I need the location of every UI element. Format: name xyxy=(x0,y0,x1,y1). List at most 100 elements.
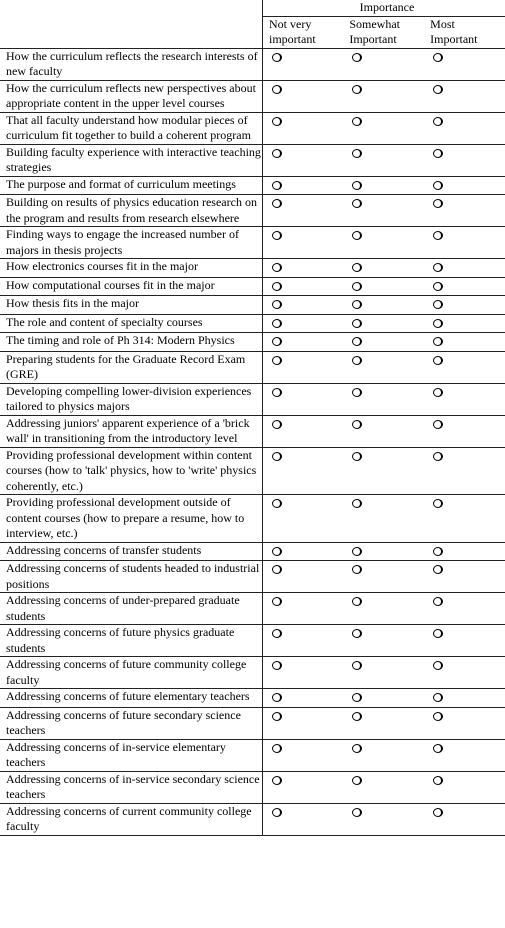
radio-circle xyxy=(272,546,282,556)
radio-circle xyxy=(433,743,444,753)
option-cell xyxy=(343,80,425,113)
item-label: Building on results of physics education… xyxy=(0,194,263,227)
radio-circle xyxy=(272,743,282,753)
item-label: How the curriculum reflects the research… xyxy=(0,48,263,81)
radio-circle xyxy=(433,629,444,638)
option-cell xyxy=(424,656,505,689)
item-label: Addressing concerns of transfer students xyxy=(0,542,263,561)
radio-circle xyxy=(433,116,444,126)
radio-circle xyxy=(272,84,282,94)
blank-cell xyxy=(0,16,263,49)
radio-circle xyxy=(433,661,444,670)
item-label: Addressing concerns of future physics gr… xyxy=(0,624,263,657)
option-cell xyxy=(424,295,505,315)
option-cell xyxy=(343,48,425,81)
option-cell xyxy=(424,48,505,81)
blank-cell xyxy=(0,0,263,16)
item-label: The timing and role of Ph 314: Modern Ph… xyxy=(0,332,263,352)
radio-circle xyxy=(352,116,363,126)
option-cell xyxy=(343,176,425,195)
radio-circle xyxy=(272,199,282,208)
item-label: Developing compelling lower-division exp… xyxy=(0,383,263,416)
column-header-row: Not very important Somewhat Important Mo… xyxy=(0,16,505,49)
radio-circle xyxy=(272,318,282,328)
option-cell xyxy=(424,447,505,495)
option-cell xyxy=(343,295,425,315)
radio-circle xyxy=(433,419,444,429)
item-label: How electronics courses fit in the major xyxy=(0,258,263,278)
option-cell xyxy=(262,542,344,561)
item-label: Addressing concerns of future secondary … xyxy=(0,707,263,740)
option-cell xyxy=(424,226,505,259)
item-label: Addressing concerns of future elementary… xyxy=(0,688,263,708)
radio-circle xyxy=(352,180,363,190)
radio-circle xyxy=(272,231,282,240)
group-row: Importance xyxy=(0,0,505,17)
item-label: Providing professional development withi… xyxy=(0,447,263,495)
option-cell xyxy=(343,624,425,657)
option-cell xyxy=(262,332,344,352)
option-cell xyxy=(262,48,344,81)
radio-circle xyxy=(272,597,282,606)
radio-circle xyxy=(352,318,363,328)
option-cell xyxy=(343,447,425,495)
option-cell xyxy=(262,447,344,495)
option-cell xyxy=(343,112,425,145)
option-cell xyxy=(262,771,344,804)
option-cell xyxy=(343,656,425,689)
option-cell xyxy=(262,803,344,836)
option-cell xyxy=(424,351,505,384)
item-row: The purpose and format of curriculum mee… xyxy=(0,176,505,195)
option-cell xyxy=(343,592,425,625)
option-cell xyxy=(343,803,425,836)
radio-circle xyxy=(272,263,282,272)
item-row: Providing professional development withi… xyxy=(0,447,505,495)
radio-circle xyxy=(272,387,282,397)
option-cell xyxy=(424,739,505,772)
radio-circle xyxy=(352,711,363,721)
item-row: How the curriculum reflects the research… xyxy=(0,48,505,81)
option-cell xyxy=(343,277,425,296)
item-row: How computational courses fit in the maj… xyxy=(0,277,505,296)
radio-circle xyxy=(272,565,282,574)
radio-circle xyxy=(433,451,444,461)
column-header: Most Important xyxy=(424,16,505,49)
item-row: How thesis fits in the major xyxy=(0,295,505,315)
option-cell xyxy=(262,176,344,195)
radio-circle xyxy=(352,743,363,753)
item-label: That all faculty understand how modular … xyxy=(0,112,263,145)
radio-circle xyxy=(352,199,363,208)
item-row: Providing professional development outsi… xyxy=(0,494,505,543)
item-row: How the curriculum reflects new perspect… xyxy=(0,80,505,113)
option-cell xyxy=(424,560,505,593)
option-cell xyxy=(343,194,425,227)
radio-circle xyxy=(272,451,282,461)
item-row: Addressing concerns of future secondary … xyxy=(0,707,505,740)
radio-circle xyxy=(352,546,363,556)
radio-circle xyxy=(272,116,282,126)
item-row: The role and content of specialty course… xyxy=(0,314,505,333)
radio-circle xyxy=(272,337,282,346)
radio-circle xyxy=(433,318,444,328)
item-row: The timing and role of Ph 314: Modern Ph… xyxy=(0,332,505,352)
option-cell xyxy=(262,314,344,333)
radio-circle xyxy=(433,180,444,190)
option-cell xyxy=(262,592,344,625)
radio-circle xyxy=(433,52,444,62)
radio-circle xyxy=(272,661,282,670)
option-cell xyxy=(424,194,505,227)
option-cell xyxy=(262,688,344,708)
radio-circle xyxy=(352,661,363,670)
item-label: Preparing students for the Graduate Reco… xyxy=(0,351,263,384)
option-cell xyxy=(424,258,505,278)
option-cell xyxy=(343,542,425,561)
item-row: Addressing concerns of in-service elemen… xyxy=(0,739,505,772)
option-cell xyxy=(424,332,505,352)
radio-circle xyxy=(272,711,282,721)
option-cell xyxy=(262,656,344,689)
radio-circle xyxy=(433,84,444,94)
option-cell xyxy=(424,112,505,145)
option-cell xyxy=(262,624,344,657)
item-row: Addressing concerns of in-service second… xyxy=(0,771,505,804)
